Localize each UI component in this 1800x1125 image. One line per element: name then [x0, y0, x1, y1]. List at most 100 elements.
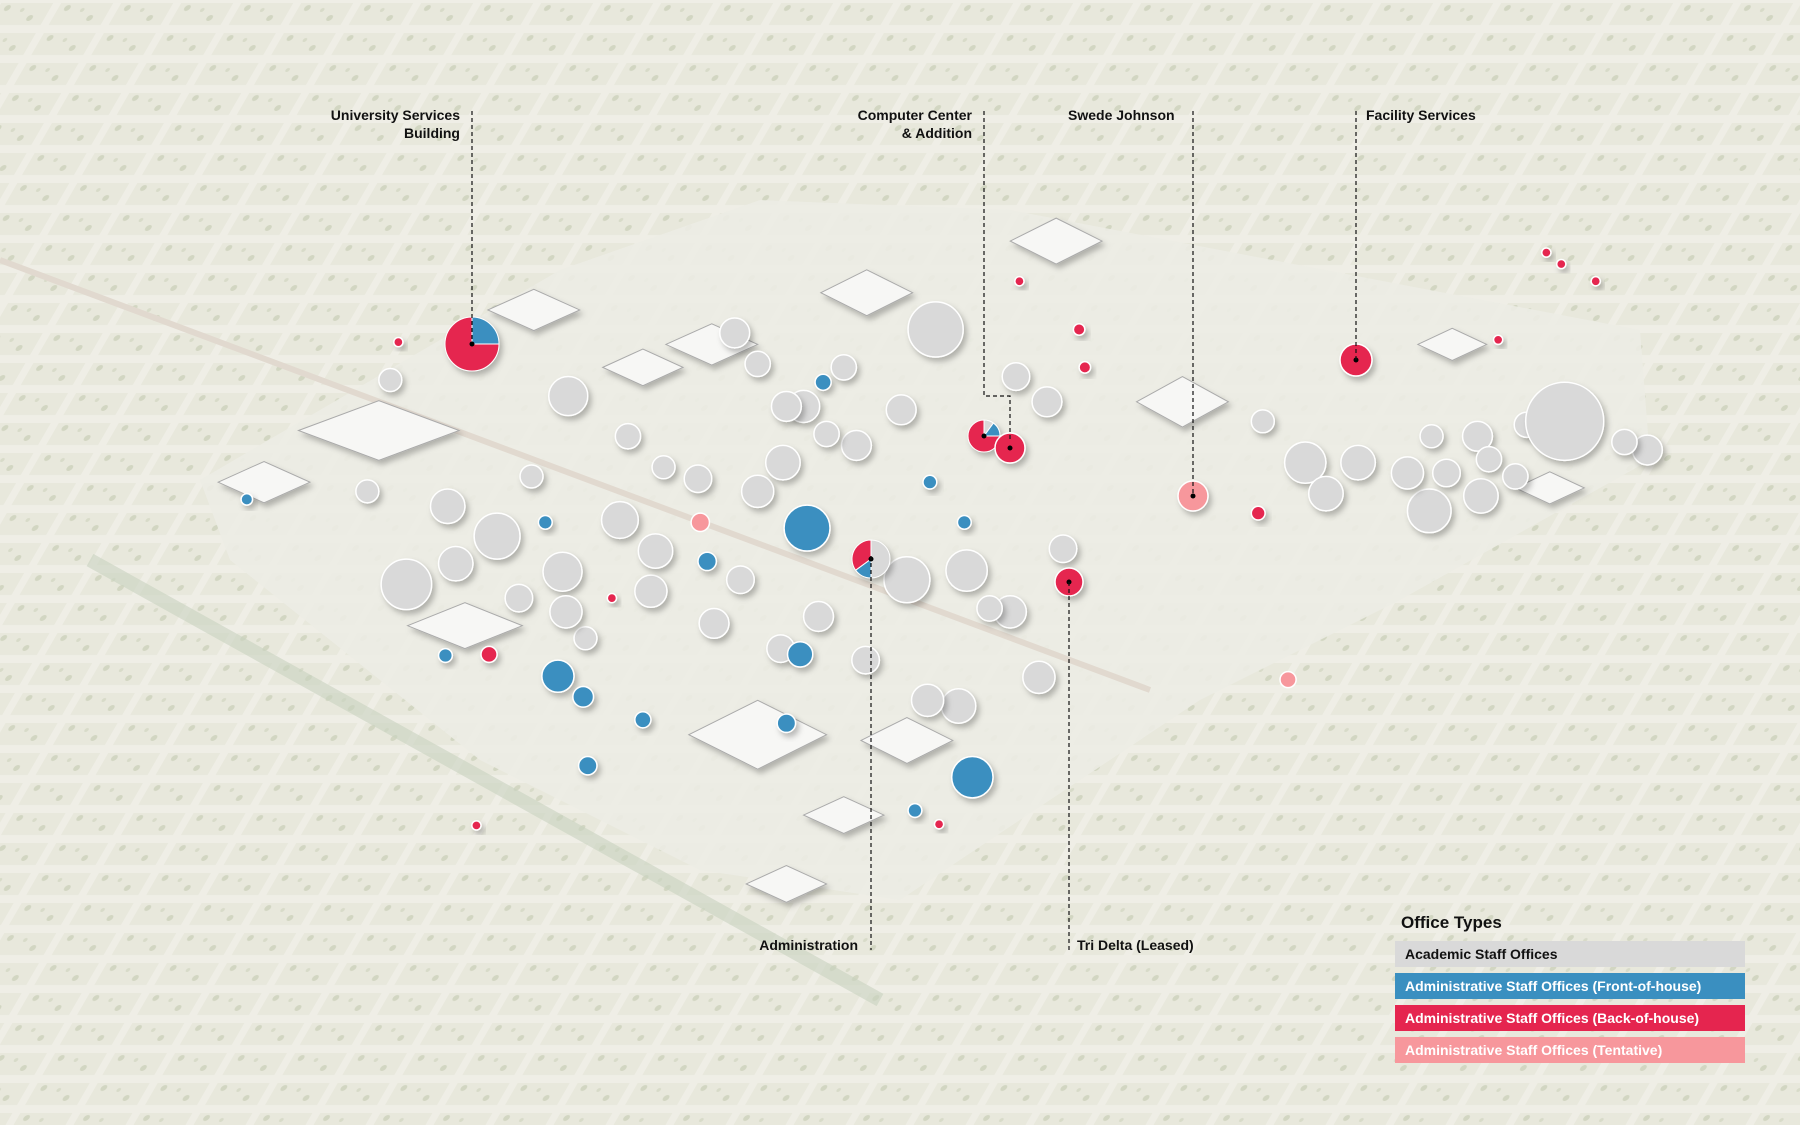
academic-office-circle: [1031, 386, 1063, 418]
back-of-house-office-circle: [393, 336, 404, 348]
academic-office-circle: [802, 600, 835, 633]
front-of-house-office-circle: [956, 514, 972, 530]
labeled-building-pie: [851, 539, 891, 579]
front-of-house-office-circle: [537, 514, 553, 530]
academic-office-circle: [910, 683, 945, 718]
building-footprint: [802, 796, 886, 834]
academic-office-circle: [698, 607, 730, 640]
label-computer-center: Computer Center & Addition: [812, 106, 972, 142]
academic-office-circle: [634, 574, 668, 609]
academic-office-circle: [830, 353, 858, 381]
academic-office-circle: [637, 533, 674, 570]
academic-office-circle: [1611, 428, 1638, 456]
academic-office-circle: [542, 551, 583, 592]
legend: Office Types Academic Staff Offices Admi…: [1395, 913, 1745, 1069]
pie-slice-back_of_house: [851, 539, 872, 571]
labeled-building-pie: [967, 419, 1001, 453]
back-of-house-office-circle: [1590, 275, 1602, 287]
building-footprint: [1416, 327, 1488, 362]
back-of-house-office-circle: [1078, 360, 1092, 374]
academic-office-circle: [740, 474, 775, 509]
academic-office-circle: [1001, 362, 1031, 392]
office-circles-layer: [240, 247, 1664, 831]
campus-area: [200, 200, 1650, 900]
pie-center-dot: [1007, 445, 1013, 451]
front-of-house-office-circle: [814, 373, 832, 392]
back-of-house-office-circle: [1014, 275, 1025, 287]
pie-center-dot: [469, 341, 475, 347]
main-road: [0, 257, 1152, 693]
academic-office-circle: [378, 367, 403, 393]
academic-office-circle: [504, 583, 534, 613]
academic-office-circle: [380, 558, 433, 611]
label-tri-delta: Tri Delta (Leased): [1077, 937, 1194, 953]
building-footprint: [819, 269, 914, 317]
back-of-house-office-circle: [1072, 322, 1086, 336]
front-of-house-office-circle: [697, 551, 718, 572]
academic-office-circle: [813, 420, 840, 448]
academic-office-circle: [437, 545, 474, 582]
academic-office-circle: [519, 464, 544, 489]
building-footprint: [601, 348, 685, 387]
academic-office-circle: [1419, 424, 1444, 449]
legend-item-back-of-house: Administrative Staff Offices (Back-of-ho…: [1395, 1005, 1745, 1031]
academic-office-circle: [719, 317, 751, 349]
back-of-house-office-circle: [933, 818, 945, 830]
academic-office-circle: [1307, 475, 1344, 512]
front-of-house-office-circle: [572, 685, 595, 708]
building-footprint: [406, 602, 524, 650]
academic-office-circle: [744, 350, 772, 378]
building-footprint: [297, 400, 461, 461]
building-footprint: [1009, 217, 1104, 265]
legend-item-academic: Academic Staff Offices: [1395, 941, 1745, 967]
academic-office-circle: [1048, 534, 1078, 564]
label-line: University Services: [330, 107, 460, 123]
legend-item-tentative: Administrative Staff Offices (Tentative): [1395, 1037, 1745, 1063]
academic-office-circle: [473, 512, 521, 560]
academic-office-circle: [1283, 441, 1327, 485]
front-of-house-office-circle: [437, 647, 454, 664]
back-of-house-office-circle: [1492, 334, 1504, 346]
back-of-house-office-circle: [480, 645, 498, 664]
academic-office-circle: [547, 375, 589, 417]
academic-office-circle: [725, 565, 755, 595]
academic-office-circle: [1501, 463, 1529, 490]
leader-lines-layer: [471, 111, 1357, 950]
building-footprint: [744, 865, 828, 903]
building-footprint: [486, 288, 581, 332]
front-of-house-office-circle: [634, 711, 652, 729]
building-footprint: [1514, 471, 1586, 505]
label-swede-johnson: Swede Johnson: [1068, 107, 1175, 123]
academic-office-circle: [600, 500, 640, 540]
leader-line: [983, 111, 1011, 440]
label-line: & Addition: [901, 125, 972, 141]
academic-office-circle: [770, 390, 803, 423]
pie-center-dot: [1190, 493, 1196, 499]
legend-title: Office Types: [1401, 913, 1502, 932]
academic-office-circle: [1390, 456, 1425, 490]
back-of-house-office-circle: [1250, 505, 1266, 521]
back-of-house-office-circle: [471, 820, 482, 831]
label-line: Computer Center: [857, 107, 972, 123]
academic-office-circle: [1524, 381, 1605, 462]
academic-office-circle: [1461, 420, 1494, 452]
back-of-house-office-circle: [1555, 258, 1567, 270]
academic-office-circle: [764, 444, 801, 481]
pie-center-dot: [981, 433, 987, 439]
computer-center-addition-pie: [994, 432, 1026, 464]
front-of-house-office-circle: [907, 802, 923, 819]
front-of-house-office-circle: [786, 640, 814, 668]
label-administration: Administration: [759, 937, 858, 953]
pie-slice-front_of_house: [471, 316, 500, 345]
academic-office-circle: [945, 549, 989, 592]
pie-slice-academic: [870, 539, 891, 579]
academic-office-circle: [573, 626, 598, 651]
academic-office-circle: [429, 488, 466, 525]
back-of-house-office-circle: [1541, 247, 1552, 258]
labeled-building-pie: [444, 316, 500, 372]
river: [86, 553, 884, 1007]
academic-office-circle: [355, 479, 380, 504]
academic-office-circle: [883, 556, 931, 604]
academic-office-circle: [1462, 477, 1499, 514]
